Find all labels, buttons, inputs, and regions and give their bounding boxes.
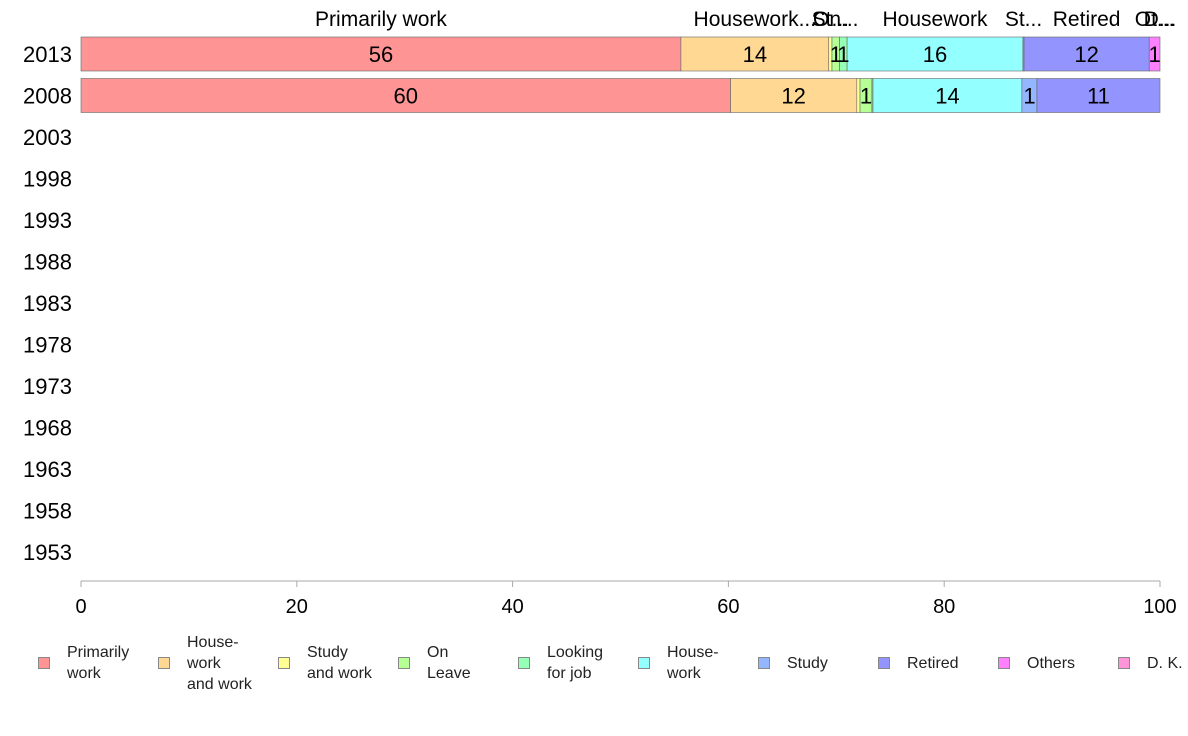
series-header-house-work: Housework xyxy=(883,8,989,31)
bar-label-2013-looking-for-job: 1 xyxy=(837,42,849,67)
bar-2013-retired xyxy=(1023,36,1150,72)
bar-label-2008-house-work: 14 xyxy=(935,84,959,109)
legend-item-house-work: House- work xyxy=(638,630,719,696)
legend-item-primarily-work: Primarily work xyxy=(38,630,129,696)
legend-swatch xyxy=(278,657,290,669)
y-tick-label-2008: 2008 xyxy=(23,84,72,109)
x-tick-label-60: 60 xyxy=(717,596,739,618)
series-header-d-k: D... xyxy=(1144,8,1177,31)
bar-2013-others xyxy=(1148,36,1161,72)
bar-label-2013-on-leave: 1 xyxy=(830,42,842,67)
series-header-study: St... xyxy=(1005,8,1042,31)
series-header-others: Ot... xyxy=(1135,8,1175,31)
legend-label: Study and work xyxy=(307,644,372,682)
legend-swatch xyxy=(158,657,170,669)
y-tick-label-1973: 1973 xyxy=(23,374,72,399)
x-tick-label-100: 100 xyxy=(1143,596,1176,618)
legend-label: House- work xyxy=(667,644,719,682)
bar-label-2013-others: 1 xyxy=(1148,42,1160,67)
x-tick-label-20: 20 xyxy=(286,596,308,618)
bar-label-2008-on-leave: 1 xyxy=(860,84,872,109)
series-header-primarily-work: Primarily work xyxy=(315,8,447,31)
bar-2008-primarily-work xyxy=(80,78,731,113)
x-tick-label-40: 40 xyxy=(501,596,523,618)
y-tick-label-1998: 1998 xyxy=(23,167,72,192)
legend-swatch xyxy=(758,657,770,669)
legend-label: D. K. xyxy=(1147,654,1183,672)
series-header-house-work-and-work: Housework... xyxy=(694,8,817,31)
y-tick-label-1968: 1968 xyxy=(23,416,72,441)
legend-label: On Leave xyxy=(427,644,471,682)
x-tick-label-80: 80 xyxy=(933,596,955,618)
legend-item-others: Others xyxy=(998,630,1075,696)
bar-2013-house-work xyxy=(846,36,1024,72)
bar-2013-primarily-work xyxy=(80,36,682,72)
legend-swatch xyxy=(998,657,1010,669)
stacked-bar-chart: Primarily work Housework...St...On... Hous… xyxy=(23,8,1177,618)
bar-label-2008-house-work-and-work: 12 xyxy=(781,84,805,109)
legend-item-on-leave: On Leave xyxy=(398,630,471,696)
bar-2008-retired xyxy=(1036,78,1161,113)
series-header-labels: Primarily work Housework...St...On... Hous… xyxy=(315,8,1176,31)
bar-label-2008-study: 1 xyxy=(1023,84,1035,109)
series-header-retired: Retired xyxy=(1053,8,1121,31)
legend-swatch xyxy=(518,657,530,669)
legend: Primarily work House- work and work Study … xyxy=(0,630,1188,710)
bar-label-2008-retired: 11 xyxy=(1087,84,1110,109)
y-tick-label-1993: 1993 xyxy=(23,208,72,233)
y-tick-label-2013: 2013 xyxy=(23,42,72,67)
bar-label-2013-house-work-and-work: 14 xyxy=(743,42,767,67)
bar-label-2013-primarily-work: 56 xyxy=(369,42,393,67)
bar-2008-house-work xyxy=(872,78,1023,113)
legend-item-looking-for-job: Looking for job xyxy=(518,630,603,696)
legend-swatch xyxy=(38,657,50,669)
y-tick-label-1978: 1978 xyxy=(23,333,72,358)
bar-label-2013-house-work: 16 xyxy=(923,42,947,67)
y-tick-label-2003: 2003 xyxy=(23,125,72,150)
legend-item-house-work-and-work: House- work and work xyxy=(158,630,252,696)
legend-swatch xyxy=(878,657,890,669)
legend-swatch xyxy=(398,657,410,669)
legend-label: House- work and work xyxy=(187,633,252,693)
bar-2008-house-work-and-work xyxy=(730,78,858,113)
legend-item-study: Study xyxy=(758,630,828,696)
bar-label-2013-retired: 12 xyxy=(1074,42,1098,67)
y-tick-label-1988: 1988 xyxy=(23,250,72,275)
segment-value-labels: 56 14 11 16 12 160 12 1 14 1 11 xyxy=(369,42,1161,109)
y-tick-label-1963: 1963 xyxy=(23,457,72,482)
legend-label: Retired xyxy=(907,654,959,672)
legend-item-d-k: D. K. xyxy=(1118,630,1183,696)
bar-label-2008-primarily-work: 60 xyxy=(394,84,418,109)
x-tick-label-0: 0 xyxy=(75,596,86,618)
legend-label: Primarily work xyxy=(67,644,130,682)
legend-item-retired: Retired xyxy=(878,630,959,696)
series-header-on-leave: On... xyxy=(813,8,859,31)
legend-label: Study xyxy=(787,654,828,672)
x-axis: 0 20 40 60 80 100 xyxy=(75,580,1177,618)
y-axis-year-labels: 2013 2008 2003 1998 1993 1988 1983 1978 1973 1968… xyxy=(23,42,72,565)
legend-label: Looking for job xyxy=(547,644,604,682)
legend-swatch xyxy=(1118,657,1130,669)
y-tick-label-1953: 1953 xyxy=(23,540,72,565)
bar-segments xyxy=(80,36,1161,113)
legend-item-study-and-work: Study and work xyxy=(278,630,372,696)
series-header-study-and-work: St... xyxy=(812,8,849,31)
y-tick-label-1983: 1983 xyxy=(23,291,72,316)
y-tick-label-1958: 1958 xyxy=(23,499,72,524)
legend-label: Others xyxy=(1027,654,1076,672)
legend-swatch xyxy=(638,657,650,669)
